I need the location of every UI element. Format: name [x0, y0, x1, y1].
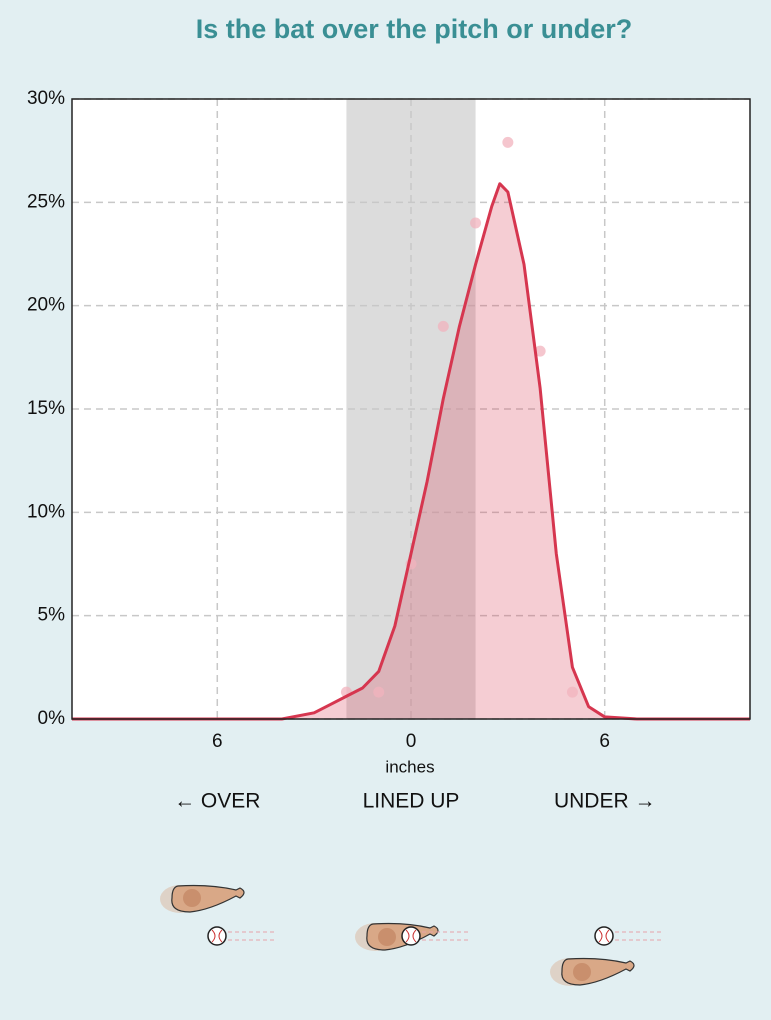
bat-over	[160, 884, 276, 946]
y-tick-label: 25%	[27, 191, 65, 212]
y-tick-label: 20%	[27, 295, 65, 316]
data-point	[470, 217, 482, 229]
x-tick-label: 6	[599, 731, 610, 752]
x-tick-label: 0	[406, 731, 417, 752]
bat-under	[550, 926, 663, 986]
y-tick-label: 10%	[27, 501, 65, 522]
data-point	[534, 345, 546, 357]
annotation: ← OVER	[174, 790, 260, 813]
y-tick-label: 0%	[38, 708, 66, 729]
area-fill	[72, 183, 750, 719]
data-point	[373, 686, 385, 698]
x-tick-label: 6	[212, 731, 223, 752]
data-point	[502, 136, 514, 148]
data-point	[437, 320, 449, 332]
annotation: UNDER →	[554, 790, 656, 813]
x-axis-label: inches	[385, 757, 434, 776]
chart-title: Is the bat over the pitch or under?	[196, 14, 633, 44]
data-point	[566, 686, 578, 698]
annotation: LINED UP	[363, 790, 460, 813]
plot-border	[71, 98, 751, 720]
bat-lined-up	[355, 922, 470, 951]
y-tick-label: 5%	[38, 605, 66, 626]
density-line	[72, 182, 750, 721]
y-tick-label: 15%	[27, 398, 65, 419]
y-tick-label: 30%	[27, 88, 65, 109]
